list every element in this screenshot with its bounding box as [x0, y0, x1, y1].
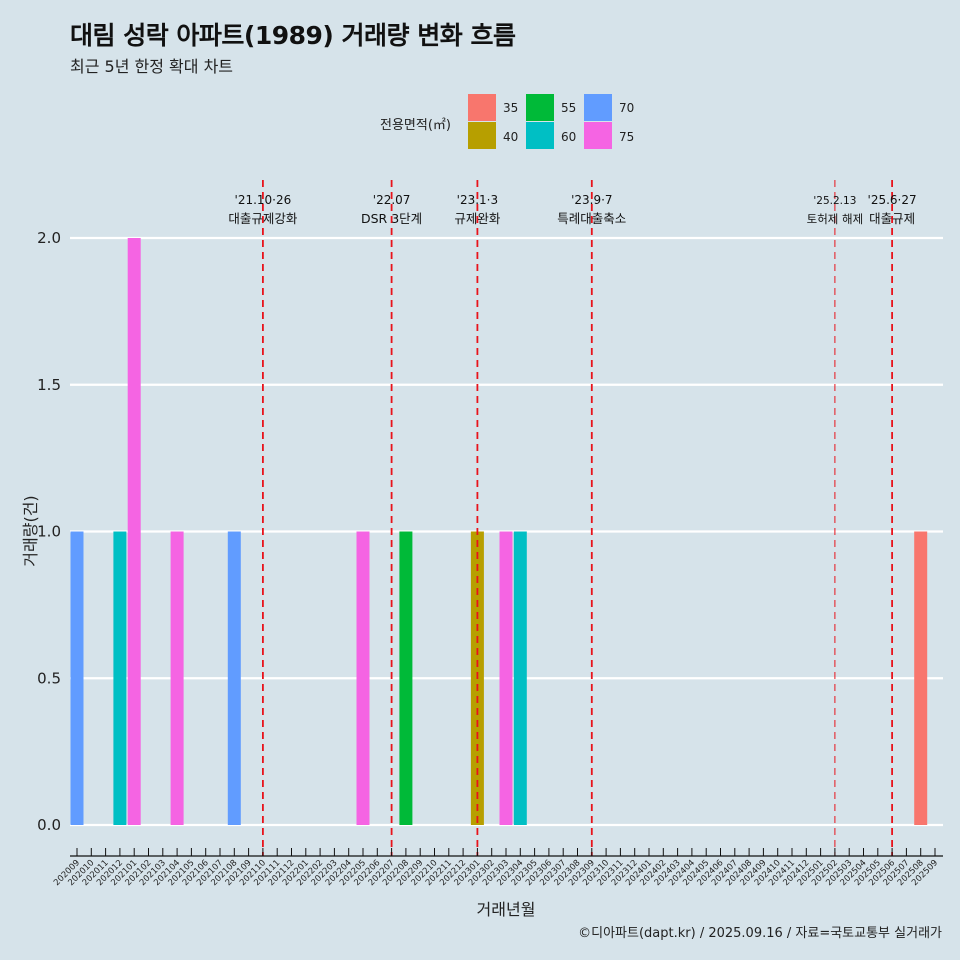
bar-202012-60 — [113, 531, 127, 825]
legend-title: 전용면적(㎡) — [380, 118, 451, 133]
legend-swatch-40 — [468, 122, 496, 149]
legend-label-70: 70 — [619, 101, 635, 115]
bar-202205-75 — [356, 531, 370, 825]
bar-202208-55 — [399, 531, 413, 825]
event-date: '23.9·7 — [571, 193, 612, 207]
legend-label-55: 55 — [561, 101, 577, 115]
y-axis-label: 거래량(건) — [21, 495, 40, 566]
legend-label-75: 75 — [619, 130, 635, 144]
chart-title: 대림 성락 아파트(1989) 거래량 변화 흐름 — [70, 21, 516, 50]
bar-202304-60 — [513, 531, 527, 825]
legend-swatch-35 — [468, 94, 496, 121]
source-footer: ©디아파트(dapt.kr) / 2025.09.16 / 자료=국토교통부 실… — [578, 926, 942, 941]
bar-202101-75 — [127, 238, 141, 825]
event-label: 특례대출축소 — [557, 211, 626, 226]
y-tick-labels: 0.0 0.5 1.0 1.5 2.0 — [37, 229, 61, 834]
y-tick-label: 1.5 — [37, 376, 61, 394]
bars — [70, 238, 928, 825]
y-tick-label: 2.0 — [37, 229, 61, 247]
event-date: '22.07 — [373, 193, 411, 207]
legend-label-40: 40 — [503, 130, 519, 144]
bar-202303-75 — [499, 531, 513, 825]
legend-swatch-75 — [584, 122, 612, 149]
event-label: 규제완화 — [454, 211, 501, 226]
y-tick-label: 0.5 — [37, 669, 61, 687]
y-tick-label: 0.0 — [37, 816, 61, 834]
event-annotations: '21.10·26 대출규제강화 '22.07 DSR 3단계 '23.1·3 규제완화 '… — [228, 193, 916, 226]
event-lines — [261, 180, 893, 856]
legend-swatch-60 — [526, 122, 554, 149]
event-date: '23.1·3 — [457, 193, 498, 207]
bar-202104-75 — [170, 531, 184, 825]
bar-202009-70 — [70, 531, 84, 825]
event-label: 대출규제 — [869, 211, 915, 226]
bar-202508-35 — [914, 531, 928, 825]
legend-label-35: 35 — [503, 101, 519, 115]
event-label: DSR 3단계 — [361, 211, 422, 226]
x-axis-label: 거래년월 — [477, 900, 536, 919]
x-axis: 2020092020102020112020122021012021022021… — [52, 848, 943, 888]
chart-subtitle: 최근 5년 한정 확대 차트 — [70, 57, 234, 76]
event-label: 대출규제강화 — [228, 211, 298, 226]
event-date: '25.6·27 — [868, 193, 917, 207]
y-tick-label: 1.0 — [37, 523, 61, 541]
legend-swatch-70 — [584, 94, 612, 121]
event-label: 토허제 해제 — [807, 212, 864, 226]
bar-202108-70 — [227, 531, 241, 825]
legend-label-60: 60 — [561, 130, 577, 144]
event-date: '25.2.13 — [813, 195, 856, 207]
event-date: '21.10·26 — [235, 193, 292, 207]
legend-swatch-55 — [526, 94, 554, 121]
